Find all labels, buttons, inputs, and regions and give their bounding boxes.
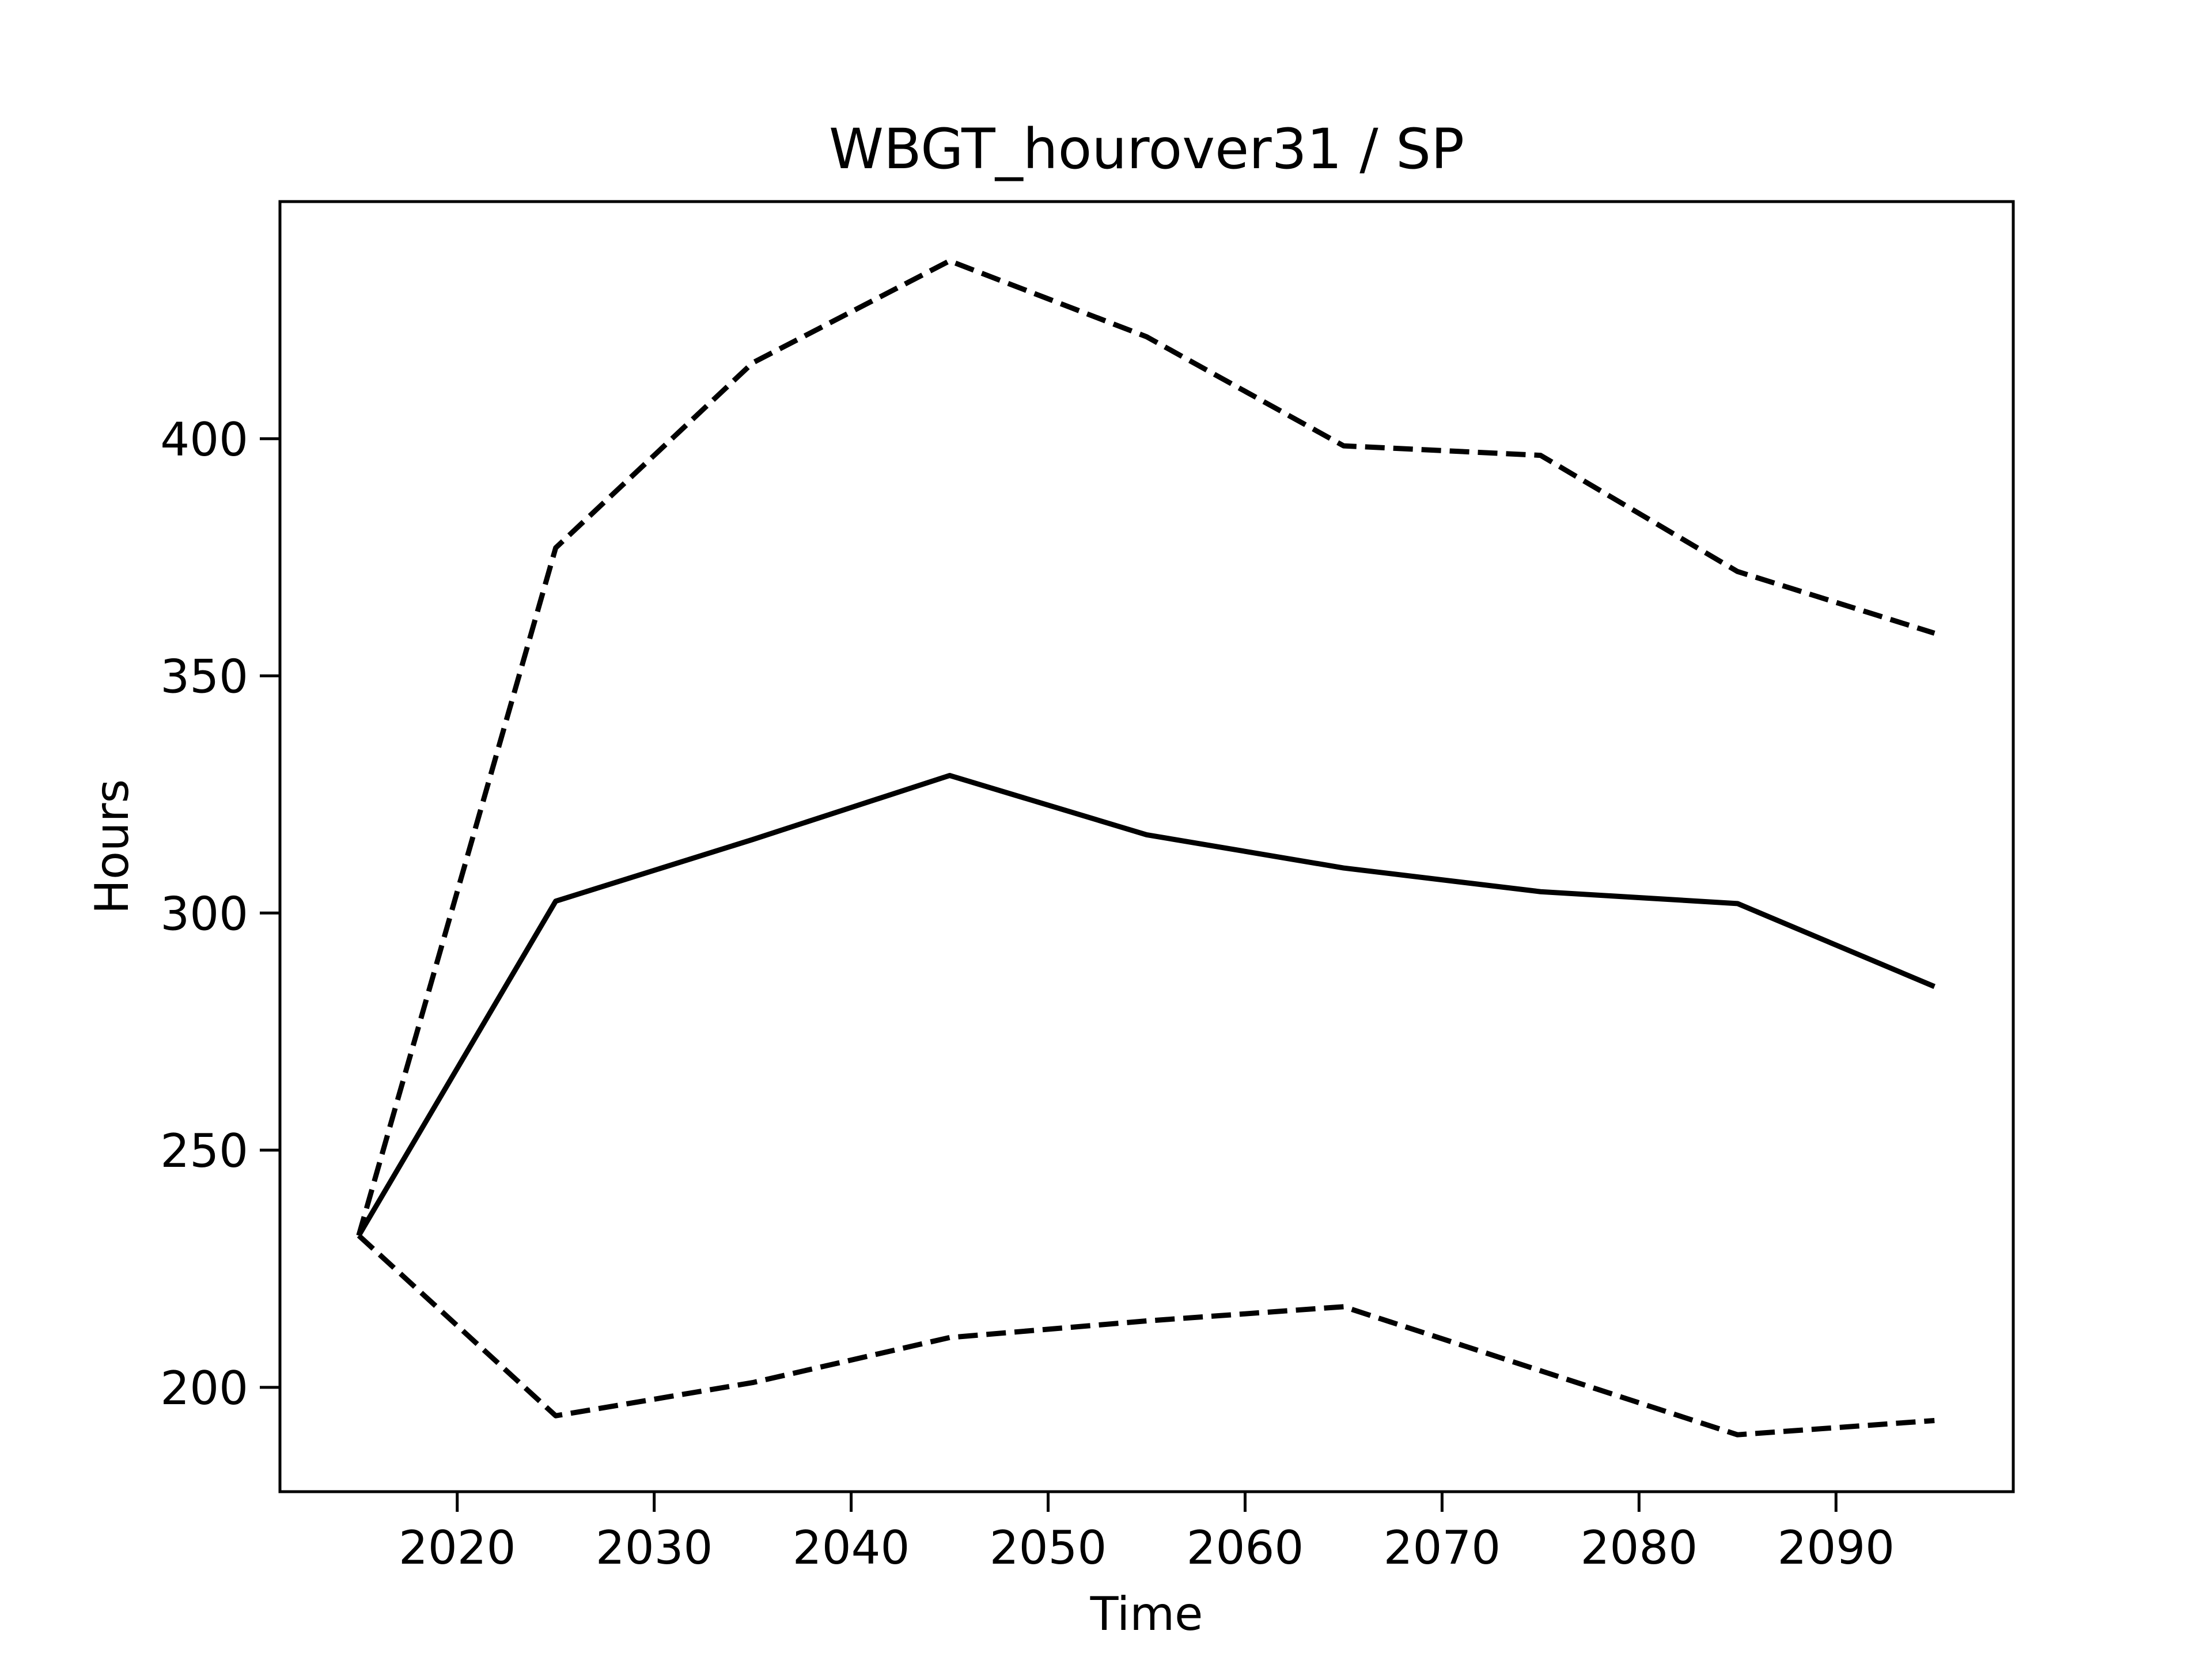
chart-title: WBGT_hourover31 / SP (829, 117, 1464, 181)
plot-series (356, 258, 1936, 1438)
y-tick-label: 350 (160, 650, 248, 704)
x-tick-label: 2080 (1581, 1521, 1698, 1575)
x-tick-label: 2070 (1384, 1521, 1501, 1575)
x-tick-label: 2050 (990, 1521, 1107, 1575)
x-tick-label: 2090 (1777, 1521, 1895, 1575)
y-tick-label: 250 (160, 1124, 248, 1178)
x-tick-label: 2060 (1187, 1521, 1304, 1575)
y-tick-label: 400 (160, 413, 248, 467)
x-tick-label: 2020 (399, 1521, 516, 1575)
solid-series-line (356, 772, 1936, 1237)
plot-frame (278, 200, 2015, 1493)
y-axis-label: Hours (85, 779, 139, 914)
upper-dashed-series-line (356, 258, 1936, 1237)
x-tick-label: 2030 (596, 1521, 713, 1575)
y-tick-label: 200 (160, 1362, 248, 1415)
lower-dashed-series-line (357, 1233, 1935, 1438)
y-tick-label: 300 (160, 887, 248, 941)
x-axis: 2020 2030 2040 2050 2060 2070 2080 2090 (399, 1492, 1895, 1575)
y-axis: 200 250 300 350 400 (160, 413, 280, 1415)
x-axis-label: Time (1090, 1587, 1203, 1641)
x-tick-label: 2040 (793, 1521, 910, 1575)
